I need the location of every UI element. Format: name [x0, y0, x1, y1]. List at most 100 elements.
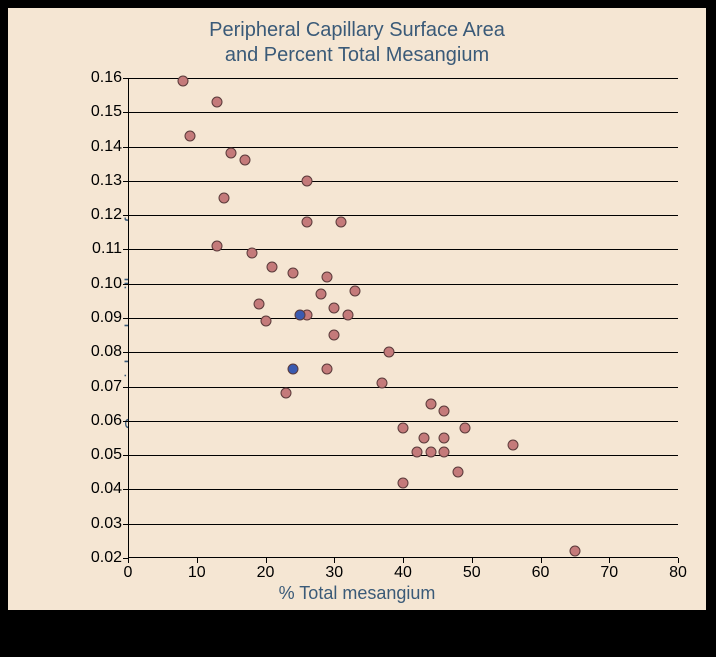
x-tick-mark: [197, 558, 198, 563]
x-tick-mark: [128, 558, 129, 563]
gridline: [128, 318, 678, 319]
data-point: [349, 285, 360, 296]
data-point: [253, 299, 264, 310]
gridline: [128, 387, 678, 388]
y-tick-label: 0.02: [91, 549, 122, 567]
x-tick-label: 70: [600, 564, 618, 582]
y-tick-mark: [123, 455, 128, 456]
data-point: [377, 378, 388, 389]
x-tick-mark: [334, 558, 335, 563]
x-tick-mark: [609, 558, 610, 563]
gridline: [128, 147, 678, 148]
gridline: [128, 284, 678, 285]
data-point: [212, 97, 223, 108]
x-tick-mark: [472, 558, 473, 563]
data-point: [288, 268, 299, 279]
y-tick-mark: [123, 524, 128, 525]
data-point: [315, 289, 326, 300]
y-tick-label: 0.08: [91, 343, 122, 361]
y-tick-mark: [123, 318, 128, 319]
y-tick-mark: [123, 421, 128, 422]
x-tick-label: 30: [325, 564, 343, 582]
x-tick-label: 60: [532, 564, 550, 582]
data-point: [398, 422, 409, 433]
chart-frame: Peripheral Capillary Surface Area and Pe…: [6, 6, 708, 612]
y-tick-mark: [123, 387, 128, 388]
y-tick-label: 0.14: [91, 138, 122, 156]
data-point: [301, 175, 312, 186]
gridline: [128, 524, 678, 525]
data-point: [343, 309, 354, 320]
x-tick-mark: [678, 558, 679, 563]
y-tick-label: 0.09: [91, 309, 122, 327]
y-tick-mark: [123, 215, 128, 216]
y-tick-label: 0.05: [91, 446, 122, 464]
gridline: [128, 181, 678, 182]
gridline: [128, 215, 678, 216]
y-tick-mark: [123, 78, 128, 79]
y-tick-label: 0.13: [91, 172, 122, 190]
y-tick-mark: [123, 489, 128, 490]
x-tick-label: 10: [188, 564, 206, 582]
y-tick-mark: [123, 249, 128, 250]
data-point: [336, 217, 347, 228]
x-tick-label: 20: [257, 564, 275, 582]
gridline: [128, 455, 678, 456]
y-tick-label: 0.12: [91, 206, 122, 224]
y-tick-label: 0.07: [91, 378, 122, 396]
data-point: [411, 446, 422, 457]
y-tick-mark: [123, 112, 128, 113]
x-tick-mark: [266, 558, 267, 563]
gridline: [128, 249, 678, 250]
y-tick-label: 0.15: [91, 103, 122, 121]
data-point: [569, 546, 580, 557]
data-point: [453, 467, 464, 478]
data-point: [246, 247, 257, 258]
data-point: [384, 347, 395, 358]
data-point: [260, 316, 271, 327]
data-point: [267, 261, 278, 272]
x-tick-label: 80: [669, 564, 687, 582]
data-point: [439, 405, 450, 416]
y-tick-label: 0.03: [91, 515, 122, 533]
data-point: [226, 148, 237, 159]
gridline: [128, 78, 678, 79]
data-point: [322, 364, 333, 375]
x-tick-mark: [541, 558, 542, 563]
y-tick-mark: [123, 181, 128, 182]
y-tick-label: 0.16: [91, 69, 122, 87]
x-tick-mark: [403, 558, 404, 563]
data-point: [425, 398, 436, 409]
x-axis-label: % Total mesangium: [8, 583, 706, 604]
data-point: [281, 388, 292, 399]
data-point: [239, 155, 250, 166]
data-point: [508, 439, 519, 450]
data-point: [219, 193, 230, 204]
data-point: [329, 330, 340, 341]
data-point: [425, 446, 436, 457]
data-point: [459, 422, 470, 433]
y-tick-label: 0.10: [91, 275, 122, 293]
data-point: [398, 477, 409, 488]
data-point: [439, 446, 450, 457]
data-point: [294, 309, 305, 320]
y-tick-label: 0.04: [91, 480, 122, 498]
x-tick-label: 40: [394, 564, 412, 582]
y-tick-mark: [123, 147, 128, 148]
title-line-2: and Percent Total Mesangium: [225, 44, 489, 66]
chart-title: Peripheral Capillary Surface Area and Pe…: [8, 18, 706, 68]
data-point: [322, 271, 333, 282]
x-tick-label: 50: [463, 564, 481, 582]
y-tick-mark: [123, 352, 128, 353]
data-point: [288, 364, 299, 375]
data-point: [184, 131, 195, 142]
y-tick-label: 0.11: [92, 240, 122, 258]
gridline: [128, 352, 678, 353]
title-line-1: Peripheral Capillary Surface Area: [209, 19, 505, 41]
data-point: [439, 433, 450, 444]
data-point: [178, 76, 189, 87]
data-point: [212, 241, 223, 252]
data-point: [301, 217, 312, 228]
data-point: [418, 433, 429, 444]
gridline: [128, 489, 678, 490]
